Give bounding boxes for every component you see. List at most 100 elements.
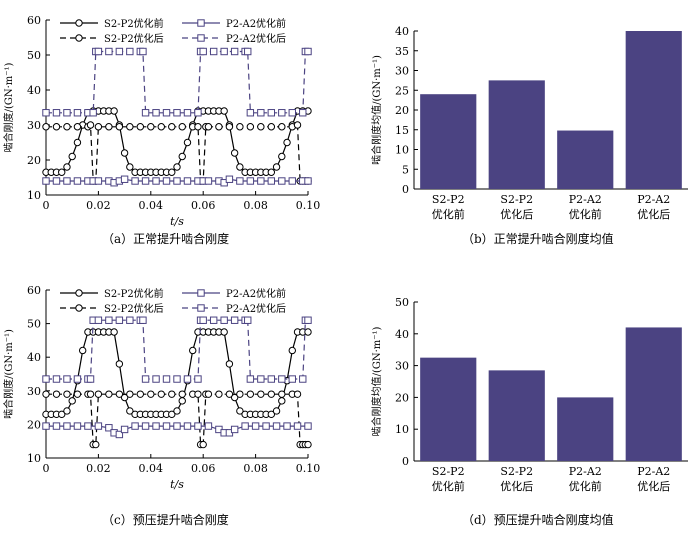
data-point	[236, 177, 244, 185]
data-point	[147, 390, 155, 398]
data-point	[168, 390, 176, 398]
bar	[557, 397, 614, 461]
data-point	[115, 360, 124, 368]
legend-label: P2-A2优化前	[226, 17, 286, 30]
data-point	[209, 316, 218, 324]
y-tick-label: 40	[395, 328, 409, 341]
data-point	[230, 47, 239, 56]
data-point	[267, 123, 276, 131]
data-point	[246, 177, 255, 185]
series-S2-P2优化后	[42, 390, 312, 449]
data-point	[299, 375, 307, 383]
data-point	[42, 390, 50, 398]
data-point	[152, 375, 160, 383]
data-point	[105, 390, 113, 398]
data-point	[183, 177, 192, 185]
series-S2-P2优化前	[42, 107, 312, 176]
series-line	[46, 331, 308, 415]
x-tick-label: 0	[43, 462, 50, 475]
data-point	[73, 177, 82, 185]
y-tick-label: 60	[27, 14, 41, 27]
data-point	[94, 390, 103, 398]
data-point	[105, 123, 113, 131]
data-point	[84, 422, 92, 430]
data-point	[204, 177, 213, 185]
category-label: S2-P2	[500, 465, 533, 478]
data-point	[267, 168, 276, 176]
y-tick-label: 0	[402, 183, 409, 196]
legend-marker	[197, 34, 205, 42]
data-point	[162, 109, 171, 117]
data-point	[304, 440, 312, 449]
chart-b-svg: 0510152025303540啮合刚度均值/(GN·m⁻¹)S2-P2优化前S…	[370, 25, 688, 221]
data-point	[293, 390, 302, 398]
x-tick-label: 0.06	[191, 199, 216, 212]
data-point	[168, 410, 176, 419]
data-point	[105, 316, 113, 324]
data-point	[68, 152, 76, 161]
y-tick-label: 40	[27, 84, 41, 97]
data-point	[42, 375, 50, 383]
data-point	[141, 109, 150, 117]
data-point	[241, 422, 249, 430]
data-point	[251, 422, 260, 430]
y-tick-label: 20	[27, 418, 41, 431]
data-point	[173, 177, 181, 185]
data-point	[257, 177, 265, 185]
data-point	[183, 109, 192, 117]
data-point	[168, 123, 176, 131]
data-point	[105, 424, 113, 432]
category-label: S2-P2	[500, 193, 533, 206]
data-point	[178, 397, 186, 405]
data-point	[63, 123, 71, 131]
data-point	[278, 152, 286, 161]
y-tick-label: 10	[395, 144, 409, 157]
data-point	[194, 422, 202, 430]
y-tick-label: 40	[27, 351, 41, 364]
category-label: 优化后	[500, 479, 533, 493]
y-tick-label: 60	[27, 284, 41, 297]
y-tick-label: 20	[395, 391, 409, 404]
data-point	[204, 390, 213, 398]
data-point	[141, 177, 150, 185]
data-point	[126, 123, 134, 131]
series-P2-A2优化后	[42, 316, 312, 383]
data-point	[152, 177, 160, 185]
data-point	[120, 175, 129, 183]
data-point	[73, 109, 82, 117]
y-tick-label: 0	[402, 455, 409, 468]
panel-b: 0 5 10 15 20 25 30 35 40 啮合刚度均值/(GN·m⁻¹) S2-P2 优化前 S…	[350, 0, 700, 250]
category-label: P2-A2	[637, 193, 670, 206]
data-point	[52, 375, 61, 383]
data-point	[52, 422, 61, 430]
data-point	[86, 375, 95, 383]
data-point	[244, 47, 252, 56]
data-point	[94, 316, 103, 324]
data-point	[288, 375, 296, 383]
series-line	[46, 319, 308, 380]
data-point	[272, 422, 281, 430]
caption-a: （a）正常提升啮合刚度	[102, 232, 230, 246]
category-label: S2-P2	[432, 193, 465, 206]
data-point	[272, 407, 281, 415]
data-point	[183, 375, 192, 383]
data-point	[220, 107, 228, 115]
data-point	[52, 390, 61, 398]
category-label: 优化前	[432, 479, 465, 493]
legend-marker	[197, 289, 205, 297]
data-point	[199, 440, 207, 449]
y-axis-label: 啮合刚度/(GN·m⁻¹)	[2, 329, 15, 419]
data-point	[157, 123, 165, 131]
x-tick-label: 0.08	[243, 199, 268, 212]
data-point	[230, 149, 239, 157]
legend-marker	[75, 304, 83, 312]
data-point	[267, 177, 276, 185]
y-tick-label: 10	[395, 423, 409, 436]
y-axis-label: 啮合刚度/(GN·m⁻¹)	[2, 62, 15, 152]
data-point	[236, 123, 244, 131]
data-point	[120, 425, 129, 434]
data-point	[262, 422, 270, 430]
category-label: P2-A2	[569, 465, 602, 478]
y-axis-label: 啮合刚度均值/(GN·m⁻¹)	[370, 326, 383, 436]
data-point	[136, 123, 145, 131]
